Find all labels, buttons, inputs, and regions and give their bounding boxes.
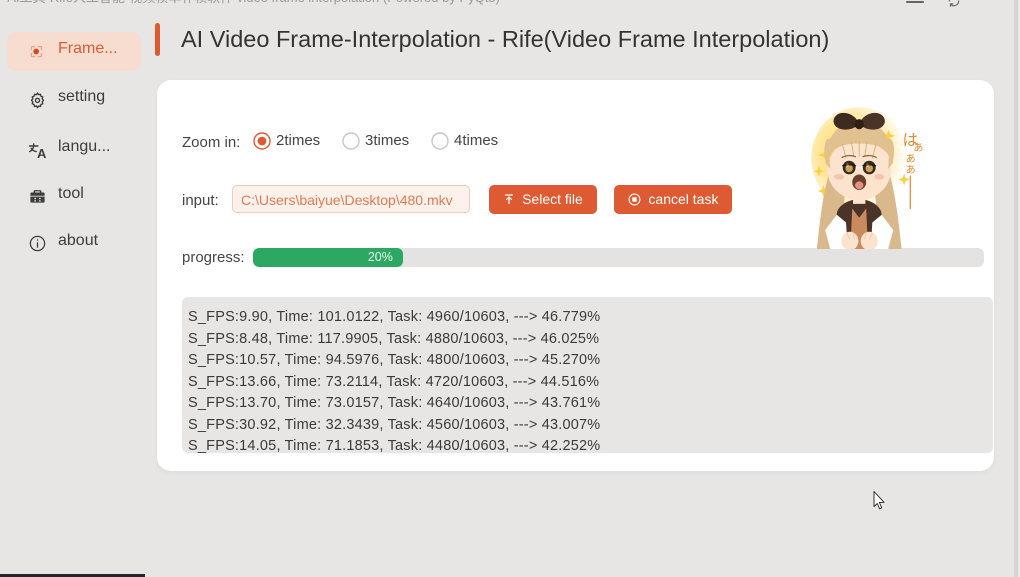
svg-text:あ: あ: [913, 142, 923, 154]
svg-text:あ: あ: [906, 164, 916, 176]
svg-text:あ: あ: [906, 153, 916, 165]
